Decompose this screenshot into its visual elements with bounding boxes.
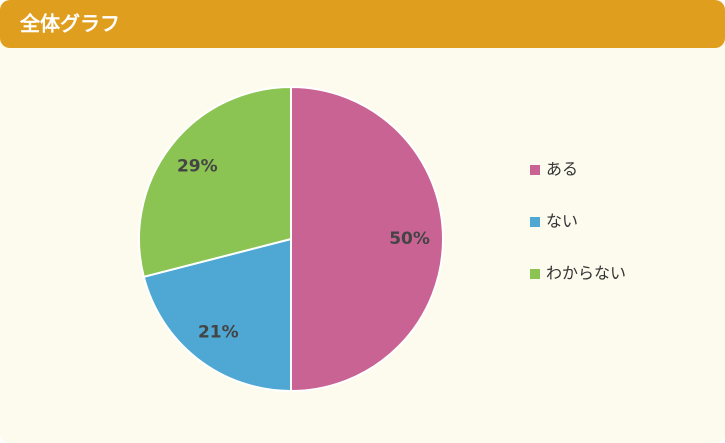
pie-slice — [290, 85, 444, 393]
chart-title: 全体グラフ — [19, 12, 120, 36]
legend-label: ある — [546, 160, 578, 179]
legend-swatch — [530, 165, 540, 175]
data-label: 21% — [198, 323, 239, 343]
data-label: 29% — [177, 156, 218, 176]
pie-slice — [142, 237, 292, 393]
pie-slice — [138, 85, 292, 279]
legend-label: わからない — [546, 264, 626, 283]
legend-swatch — [530, 217, 540, 227]
legend-label: ない — [546, 212, 578, 231]
data-label: 50% — [389, 229, 430, 249]
legend-swatch — [530, 269, 540, 279]
header — [0, 0, 725, 48]
